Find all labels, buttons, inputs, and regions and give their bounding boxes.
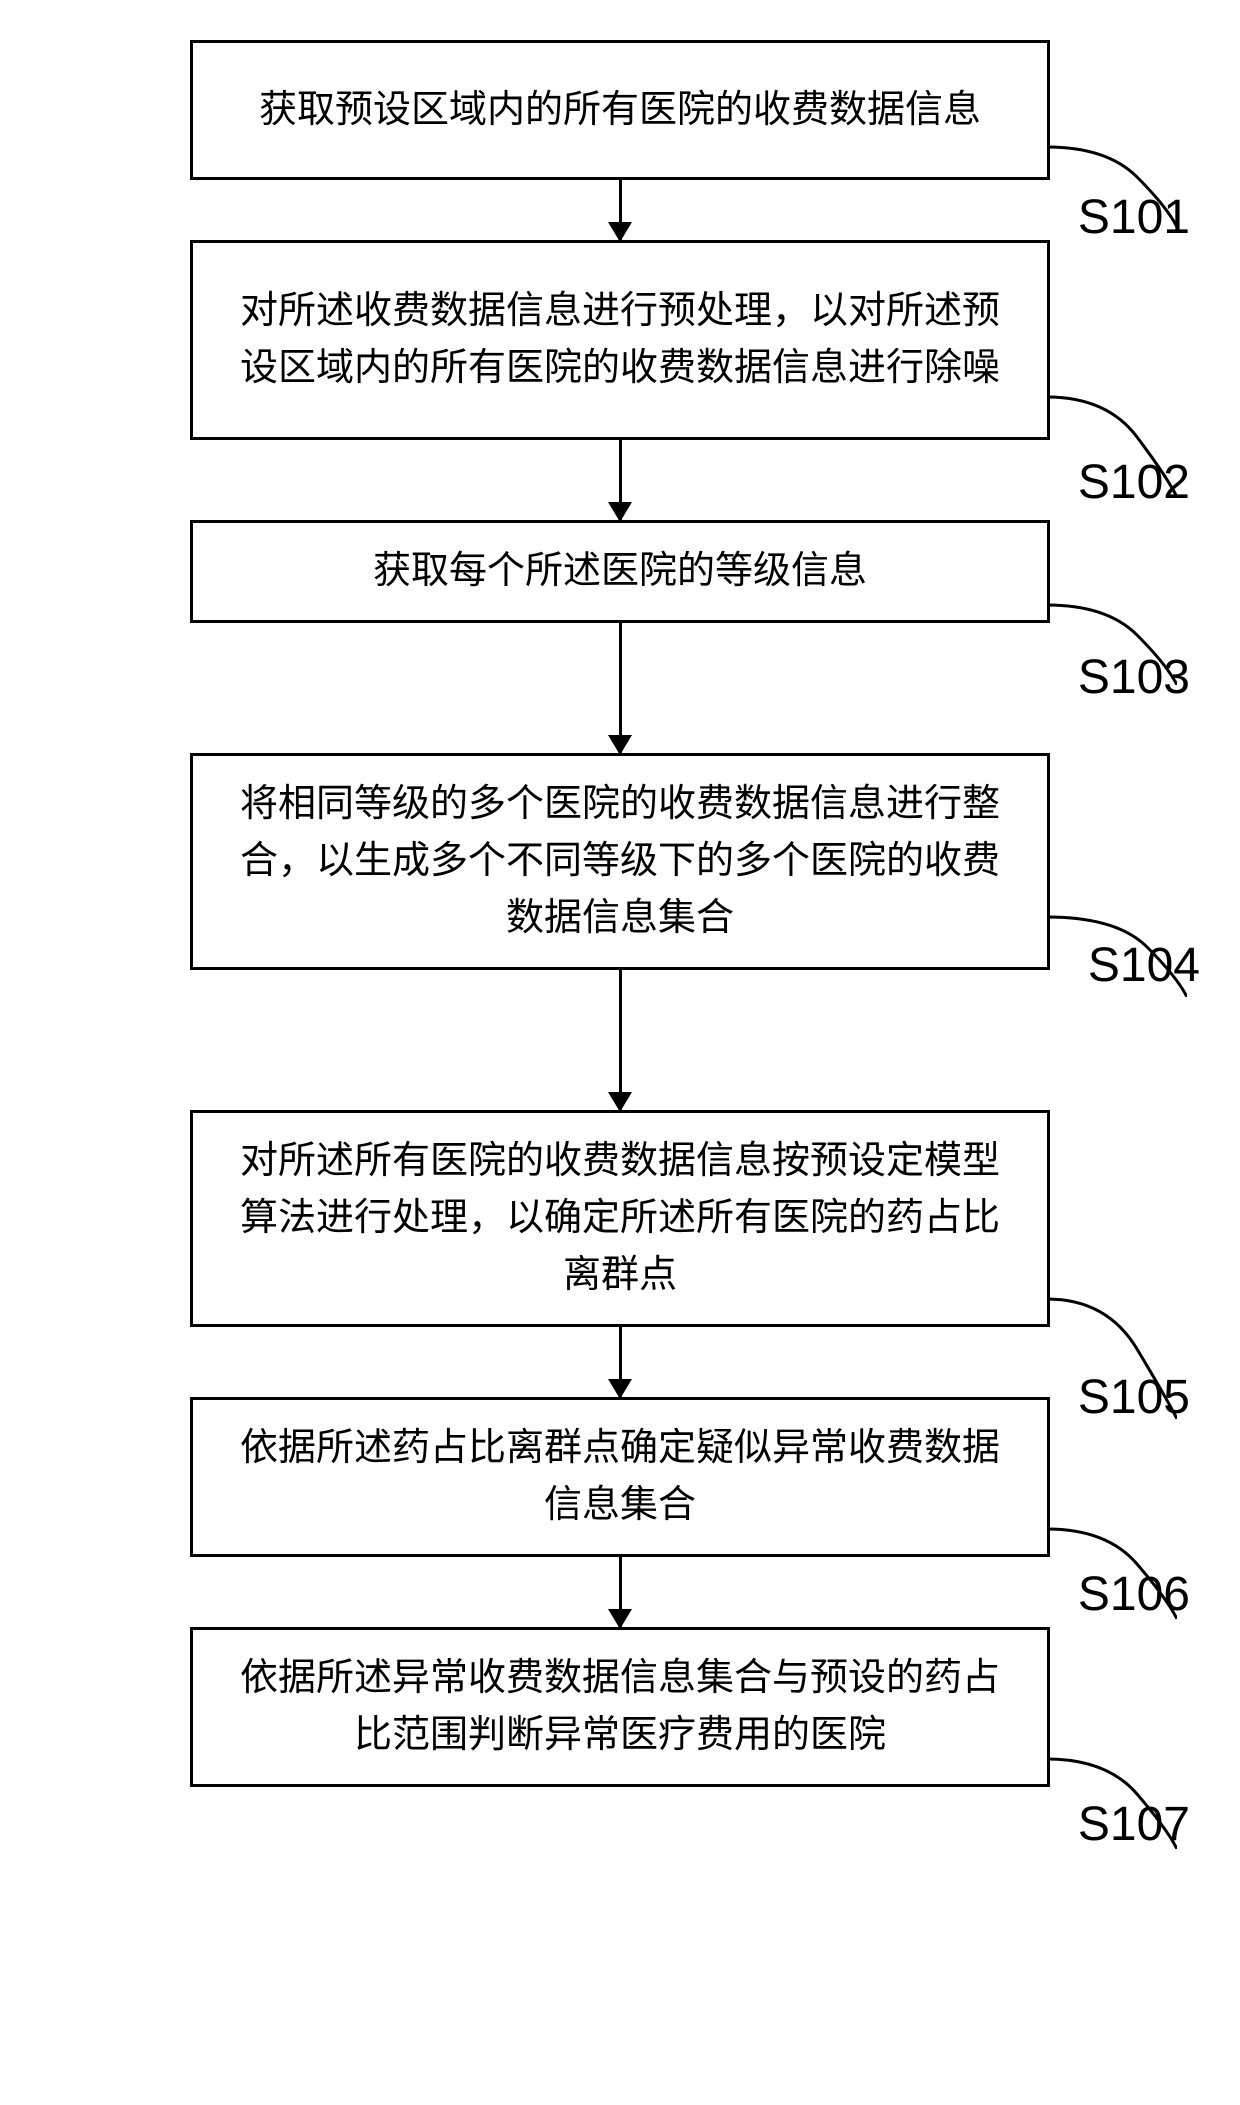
step-text: 对所述所有医院的收费数据信息按预设定模型算法进行处理，以确定所述所有医院的药占比… [223, 1133, 1017, 1304]
arrow-down-icon [619, 180, 622, 240]
arrow-down-icon [619, 1327, 622, 1397]
step-box-s105: 对所述所有医院的收费数据信息按预设定模型算法进行处理，以确定所述所有医院的药占比… [190, 1110, 1050, 1327]
step-text: 获取每个所述医院的等级信息 [373, 543, 867, 600]
step-box-s103: 获取每个所述医院的等级信息 [190, 520, 1050, 623]
step-label: S101 [1078, 190, 1190, 245]
arrow-down-icon [619, 1557, 622, 1627]
flowchart-step: 依据所述异常收费数据信息集合与预设的药占比范围判断异常医疗费用的医院 S107 [0, 1627, 1240, 1787]
flowchart-step: 获取每个所述医院的等级信息 S103 [0, 520, 1240, 753]
flowchart-step: 依据所述药占比离群点确定疑似异常收费数据信息集合 S106 [0, 1397, 1240, 1627]
arrow-down-icon [619, 440, 622, 520]
flowchart-step: 获取预设区域内的所有医院的收费数据信息 S101 [0, 40, 1240, 240]
step-label: S106 [1078, 1567, 1190, 1622]
flowchart-step: 将相同等级的多个医院的收费数据信息进行整合，以生成多个不同等级下的多个医院的收费… [0, 753, 1240, 1110]
step-label: S107 [1078, 1797, 1190, 1852]
step-text: 依据所述异常收费数据信息集合与预设的药占比范围判断异常医疗费用的医院 [223, 1650, 1017, 1764]
step-text: 对所述收费数据信息进行预处理，以对所述预设区域内的所有医院的收费数据信息进行除噪 [223, 283, 1017, 397]
step-text: 获取预设区域内的所有医院的收费数据信息 [259, 82, 981, 139]
flowchart-step: 对所述所有医院的收费数据信息按预设定模型算法进行处理，以确定所述所有医院的药占比… [0, 1110, 1240, 1397]
step-box-s102: 对所述收费数据信息进行预处理，以对所述预设区域内的所有医院的收费数据信息进行除噪 [190, 240, 1050, 440]
arrow-down-icon [619, 623, 622, 753]
flowchart-step: 对所述收费数据信息进行预处理，以对所述预设区域内的所有医院的收费数据信息进行除噪… [0, 240, 1240, 520]
step-box-s101: 获取预设区域内的所有医院的收费数据信息 [190, 40, 1050, 180]
step-box-s107: 依据所述异常收费数据信息集合与预设的药占比范围判断异常医疗费用的医院 [190, 1627, 1050, 1787]
step-box-s106: 依据所述药占比离群点确定疑似异常收费数据信息集合 [190, 1397, 1050, 1557]
flowchart-container: 获取预设区域内的所有医院的收费数据信息 S101 对所述收费数据信息进行预处理，… [0, 40, 1240, 1787]
arrow-down-icon [619, 970, 622, 1110]
step-label: S102 [1078, 455, 1190, 510]
step-label: S103 [1078, 650, 1190, 705]
step-label: S104 [1088, 938, 1200, 993]
step-box-s104: 将相同等级的多个医院的收费数据信息进行整合，以生成多个不同等级下的多个医院的收费… [190, 753, 1050, 970]
step-text: 将相同等级的多个医院的收费数据信息进行整合，以生成多个不同等级下的多个医院的收费… [223, 776, 1017, 947]
step-text: 依据所述药占比离群点确定疑似异常收费数据信息集合 [223, 1420, 1017, 1534]
